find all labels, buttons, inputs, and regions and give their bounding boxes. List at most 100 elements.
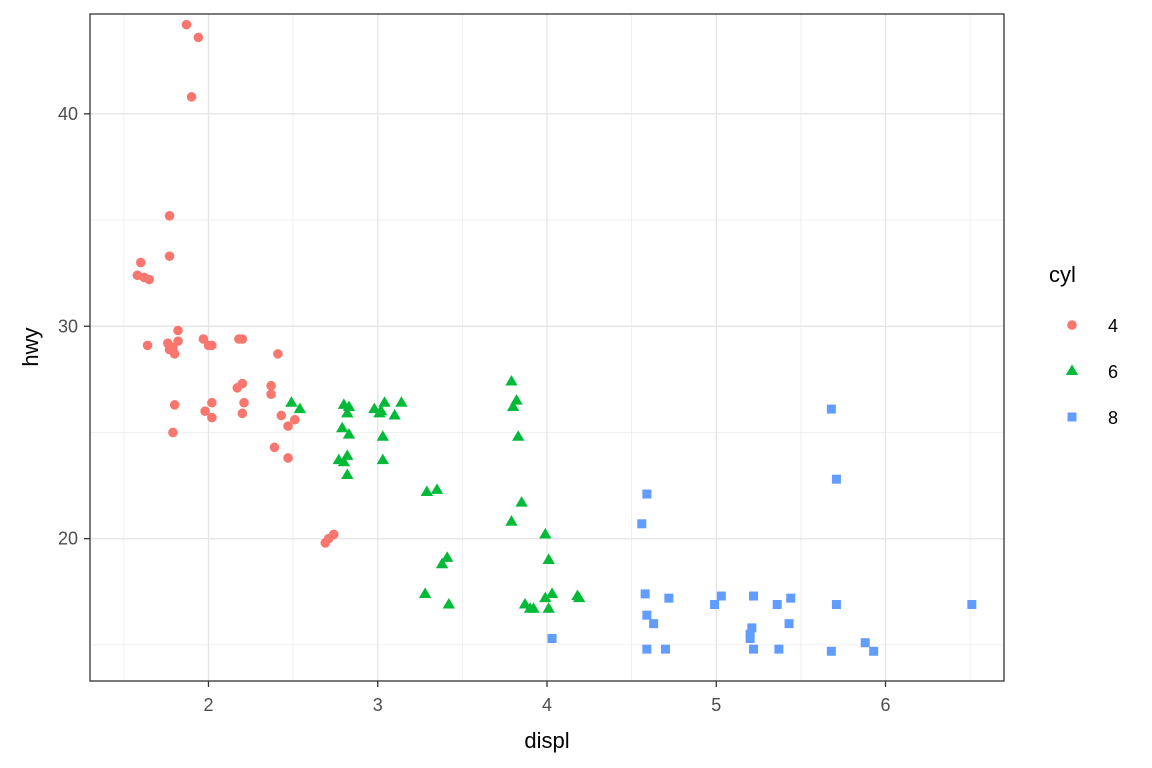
data-point	[442, 598, 456, 609]
data-point	[660, 644, 670, 654]
data-point	[547, 634, 557, 644]
data-point	[293, 402, 307, 414]
data-point	[542, 553, 555, 564]
data-point	[826, 404, 836, 414]
data-point	[283, 421, 293, 431]
data-point	[716, 591, 726, 601]
data-point	[831, 474, 841, 484]
x-tick-label: 6	[881, 695, 891, 715]
data-point	[135, 257, 146, 268]
x-tick-label: 2	[203, 695, 213, 715]
data-point	[336, 421, 349, 433]
data-point	[515, 496, 528, 507]
legend-title: cyl	[1049, 262, 1076, 287]
data-point	[506, 400, 520, 412]
data-point	[572, 591, 586, 603]
data-point	[512, 430, 525, 441]
data-point	[505, 515, 518, 526]
y-axis-title: hwy	[18, 327, 43, 366]
legend-key-triangle	[1065, 364, 1079, 376]
data-point	[207, 412, 217, 423]
data-point	[860, 638, 870, 648]
data-point	[285, 396, 298, 407]
data-point	[144, 274, 155, 285]
legend-key-circle	[1067, 320, 1077, 330]
data-point	[373, 406, 386, 418]
data-point	[420, 485, 434, 496]
legend-key-square	[1067, 412, 1077, 422]
data-point	[784, 619, 794, 629]
y-axis: 20 30 40	[58, 104, 90, 549]
legend-label: 8	[1108, 408, 1118, 428]
data-point	[283, 453, 293, 463]
data-point	[181, 19, 192, 30]
data-point	[527, 602, 540, 613]
x-tick-label: 4	[542, 695, 552, 715]
series-cyl-8	[547, 404, 977, 656]
data-point	[772, 600, 782, 610]
data-point	[320, 538, 331, 548]
data-point	[745, 634, 755, 644]
data-point	[164, 210, 175, 221]
series-cyl-6	[285, 374, 586, 613]
data-point	[710, 600, 720, 610]
data-point	[341, 406, 354, 418]
data-point	[774, 644, 784, 654]
plot-panel	[89, 13, 1005, 682]
legend: cyl 4 6 8	[1049, 262, 1118, 428]
y-tick-label: 30	[58, 316, 78, 336]
data-point	[967, 600, 977, 610]
data-point	[378, 396, 391, 407]
data-point	[545, 587, 559, 598]
x-tick-label: 5	[711, 695, 721, 715]
data-point	[642, 644, 652, 654]
data-point	[388, 408, 401, 420]
data-point	[273, 349, 283, 359]
data-point	[539, 527, 552, 539]
data-point	[869, 646, 879, 656]
data-point	[342, 400, 356, 412]
data-point	[237, 408, 248, 419]
data-point	[173, 325, 183, 336]
data-point	[395, 396, 408, 407]
legend-item-8: 8	[1067, 408, 1118, 428]
legend-label: 4	[1108, 316, 1118, 336]
data-point	[269, 442, 280, 453]
series-cyl-4	[132, 19, 339, 548]
data-point	[276, 410, 287, 421]
legend-label: 6	[1108, 362, 1118, 382]
y-tick-label: 20	[58, 529, 78, 549]
x-tick-label: 3	[373, 695, 383, 715]
data-point	[193, 32, 204, 43]
y-tick-label: 40	[58, 104, 78, 124]
data-point	[207, 397, 217, 408]
legend-item-4: 4	[1067, 316, 1118, 336]
data-point	[831, 600, 841, 610]
data-point	[786, 593, 796, 603]
data-point	[649, 619, 659, 629]
data-point	[337, 455, 351, 467]
data-point	[640, 589, 650, 599]
data-point	[430, 483, 444, 494]
data-point	[542, 602, 555, 613]
x-axis-title: displ	[524, 728, 569, 753]
data-point	[266, 380, 276, 391]
data-point	[642, 489, 652, 499]
data-point	[207, 340, 217, 351]
legend-item-6: 6	[1065, 362, 1118, 382]
data-point	[239, 397, 249, 408]
data-point	[748, 591, 758, 601]
data-point	[342, 428, 356, 439]
grid-major	[90, 14, 1004, 681]
data-point	[642, 610, 652, 620]
data-point	[748, 644, 758, 654]
data-point	[440, 551, 454, 562]
x-axis: 2 3 4 5 6	[203, 681, 891, 715]
data-point	[232, 383, 243, 393]
data-point	[169, 349, 180, 359]
data-point	[376, 430, 389, 441]
data-point	[664, 593, 674, 603]
data-point	[376, 453, 389, 465]
data-point	[826, 646, 836, 656]
